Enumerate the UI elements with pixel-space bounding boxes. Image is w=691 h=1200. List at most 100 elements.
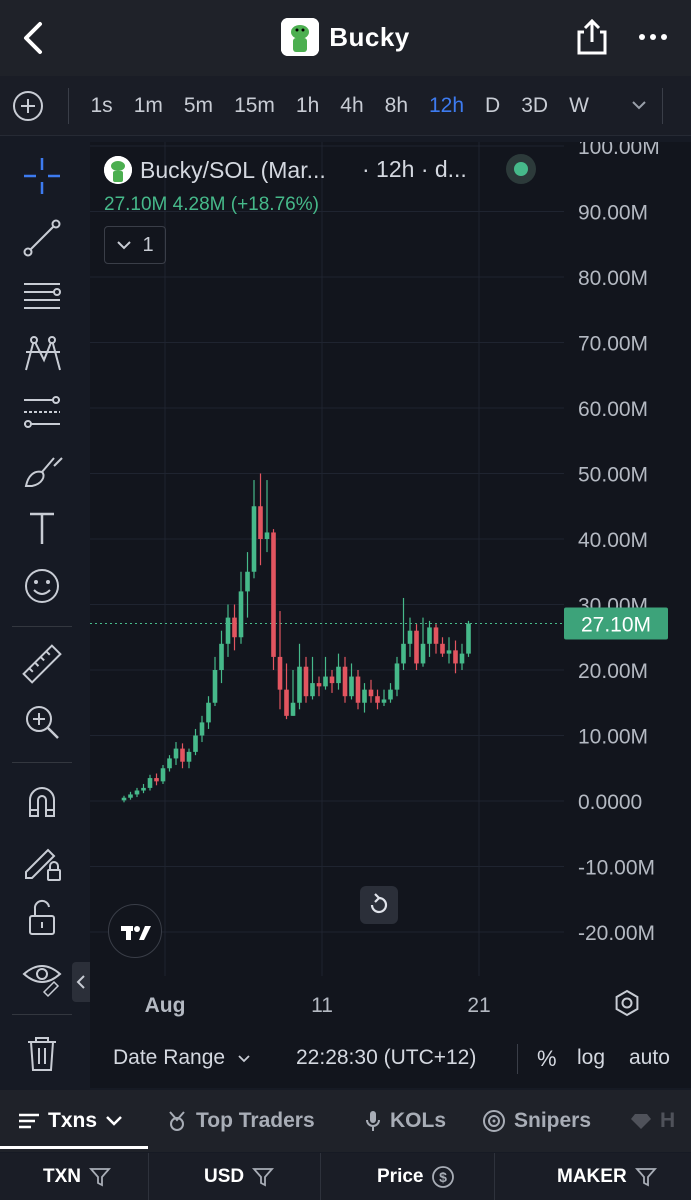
magnet-icon[interactable]	[18, 778, 66, 826]
dollar-toggle-icon: $	[432, 1165, 455, 1188]
chevron-down-icon	[117, 241, 132, 250]
candle-body	[212, 670, 218, 703]
interval-8h[interactable]: 8h	[384, 94, 408, 117]
candle-body	[238, 591, 244, 638]
filter-icon	[89, 1167, 111, 1186]
page-title: Bucky	[329, 21, 410, 52]
chevron-down-icon	[238, 1055, 250, 1063]
x-tick-label: 11	[311, 994, 333, 1017]
y-tick-label: 0.0000	[578, 791, 642, 814]
candle-body	[245, 571, 250, 592]
chart-panel[interactable]: 100.00M 90.00M 80.00M 70.00M 60.00M 50.00M 40.…	[90, 142, 691, 1088]
text-icon[interactable]	[18, 504, 66, 552]
bottom-tabs: Txns Top Traders KOLs Snipers H	[0, 1090, 691, 1152]
candle-body	[446, 650, 452, 654]
column-maker[interactable]: MAKER	[557, 1153, 657, 1200]
y-tick-label: 100.00M	[578, 142, 660, 159]
tab-snipers[interactable]: Snipers	[482, 1090, 591, 1152]
pattern-icon[interactable]	[18, 330, 66, 378]
legend-stats: 27.10M 4.28M (+18.76%)	[104, 194, 319, 215]
candle-body	[173, 748, 179, 759]
indicators-toggle[interactable]: 1	[104, 226, 166, 264]
chevron-left-icon[interactable]	[18, 20, 48, 56]
candle-body	[368, 689, 374, 697]
divider	[12, 762, 72, 763]
interval-1s[interactable]: 1s	[90, 94, 113, 117]
crosshair-icon[interactable]	[18, 152, 66, 200]
column-txn[interactable]: TXN	[43, 1153, 111, 1200]
candle-body	[147, 778, 153, 788]
interval-3d[interactable]: 3D	[521, 94, 549, 117]
more-icon[interactable]	[636, 26, 670, 48]
interval-12h[interactable]: 12h	[429, 94, 465, 117]
candlestick-chart[interactable]: 100.00M 90.00M 80.00M 70.00M 60.00M 50.00M 40.…	[90, 142, 691, 1088]
y-tick-label: -20.00M	[578, 922, 655, 945]
medal-icon	[169, 1111, 185, 1131]
interval-4h[interactable]: 4h	[340, 94, 364, 117]
candle-body	[160, 768, 166, 782]
candle-body	[329, 676, 335, 684]
interval-d[interactable]: D	[485, 94, 501, 117]
indicators-count: 1	[142, 233, 154, 256]
trash-icon[interactable]	[18, 1030, 66, 1078]
candle-body	[303, 666, 309, 697]
share-icon[interactable]	[574, 18, 610, 56]
lock-drawing-icon[interactable]	[18, 836, 66, 884]
drawing-toolbar	[0, 138, 84, 1088]
candle-body	[271, 532, 276, 657]
interval-w[interactable]: W	[569, 94, 589, 117]
candle-body	[232, 617, 237, 638]
column-price-label: Price	[377, 1165, 424, 1187]
date-range-button[interactable]: Date Range	[113, 1046, 251, 1070]
gear-icon[interactable]	[612, 988, 642, 1018]
candle-body	[128, 794, 133, 798]
unlock-icon[interactable]	[18, 894, 66, 942]
tab-top-traders-label: Top Traders	[196, 1109, 315, 1132]
tab-top-traders[interactable]: Top Traders	[166, 1090, 315, 1152]
candle-body	[407, 630, 413, 644]
interval-bar: 1s 1m 5m 15m 1h 4h 8h 12h D 3D W	[0, 76, 691, 136]
add-indicator-icon[interactable]	[12, 90, 44, 122]
tab-more[interactable]: H	[630, 1090, 675, 1152]
candle-body	[219, 643, 224, 670]
candle-body	[277, 656, 283, 690]
candle-body	[284, 689, 289, 716]
candle-body	[134, 790, 140, 795]
auto-scale-toggle[interactable]: auto	[629, 1046, 670, 1069]
emoji-icon[interactable]	[18, 562, 66, 610]
collapse-toolbar-button[interactable]	[72, 962, 90, 1002]
top-nav: Bucky	[0, 0, 691, 76]
interval-5m[interactable]: 5m	[183, 94, 214, 117]
filter-icon	[252, 1167, 275, 1186]
chevron-down-icon[interactable]	[630, 96, 648, 114]
ruler-icon[interactable]	[18, 640, 66, 688]
brush-icon[interactable]	[18, 446, 66, 494]
candle-body	[310, 683, 315, 697]
trend-line-icon[interactable]	[18, 214, 66, 262]
tab-txns[interactable]: Txns	[18, 1090, 123, 1152]
interval-1m[interactable]: 1m	[133, 94, 163, 117]
percent-scale-toggle[interactable]: %	[537, 1046, 557, 1071]
interval-list: 1s 1m 5m 15m 1h 4h 8h 12h D 3D W	[80, 76, 599, 136]
interval-1h[interactable]: 1h	[295, 94, 320, 117]
horizontal-lines-icon[interactable]	[18, 272, 66, 320]
tab-snipers-label: Snipers	[514, 1109, 592, 1132]
eye-icon[interactable]	[18, 952, 66, 1000]
token-title-group[interactable]: Bucky	[0, 16, 691, 58]
tradingview-logo[interactable]	[108, 904, 162, 958]
x-tick-label: 21	[467, 994, 490, 1017]
zoom-in-icon[interactable]	[18, 698, 66, 746]
fib-icon[interactable]	[18, 388, 66, 436]
reset-chart-button[interactable]	[360, 886, 398, 924]
clock-timezone[interactable]: 22:28:30 (UTC+12)	[296, 1046, 477, 1069]
candle-body	[141, 787, 146, 791]
candle-body	[290, 702, 296, 716]
candle-body	[225, 617, 231, 644]
legend-title-row[interactable]: Bucky/SOL (Mar...	[104, 154, 326, 186]
column-usd[interactable]: USD	[204, 1153, 275, 1200]
log-scale-toggle[interactable]: log	[577, 1046, 606, 1069]
tab-kols[interactable]: KOLs	[364, 1090, 446, 1152]
txn-column-header: TXN USD Price $ MAKER	[0, 1153, 691, 1200]
column-price[interactable]: Price $	[377, 1153, 455, 1200]
interval-15m[interactable]: 15m	[234, 94, 275, 117]
